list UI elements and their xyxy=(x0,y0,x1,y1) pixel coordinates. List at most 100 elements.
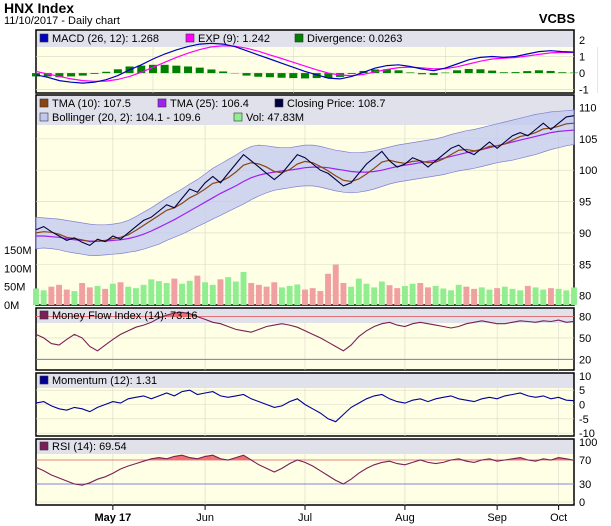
volume-bar xyxy=(163,283,170,305)
macd-legend-swatch xyxy=(294,33,304,43)
momentum-ytick-label: -10 xyxy=(579,428,595,440)
momentum-legend-swatch xyxy=(39,375,49,385)
volume-bar xyxy=(325,273,332,305)
divergence-bar xyxy=(195,67,204,74)
divergence-bar xyxy=(417,73,426,75)
divergence-bar xyxy=(464,68,473,74)
divergence-bar xyxy=(289,73,298,79)
price-ytick-label: 105 xyxy=(579,134,597,146)
volume-bar xyxy=(132,288,139,305)
momentum-ytick-label: -5 xyxy=(579,414,589,426)
volume-bar xyxy=(378,281,385,305)
divergence-bar xyxy=(254,73,263,77)
volume-bar xyxy=(524,285,531,305)
x-axis-label: Sep xyxy=(487,512,507,524)
rsi-overbought-fill xyxy=(182,455,190,460)
volume-bar xyxy=(202,282,209,305)
volume-bar xyxy=(294,284,301,305)
volume-bar xyxy=(563,290,570,305)
volume-bar xyxy=(102,288,109,305)
divergence-bar xyxy=(300,73,310,79)
volume-bar xyxy=(278,287,285,305)
volume-bar xyxy=(371,287,378,305)
divergence-bar xyxy=(113,69,122,74)
volume-bar xyxy=(448,290,454,305)
mfi-ytick-label: 20 xyxy=(579,354,591,366)
volume-bar xyxy=(309,288,316,305)
divergence-bar xyxy=(67,73,76,77)
divergence-bar xyxy=(476,69,485,74)
x-axis-label: Jun xyxy=(196,512,214,524)
price-ytick-label: 95 xyxy=(579,197,591,209)
volume-bar xyxy=(571,287,577,305)
volume-bar xyxy=(386,285,393,305)
volume-bar xyxy=(455,284,462,305)
volume-bar xyxy=(117,282,124,305)
volume-bar xyxy=(532,287,539,305)
volume-bar xyxy=(409,283,416,305)
momentum-legend-text: Momentum (12): 1.31 xyxy=(52,375,157,387)
divergence-bar xyxy=(453,70,462,74)
volume-bar xyxy=(63,289,70,305)
volume-bar xyxy=(555,288,562,305)
volume-bar xyxy=(125,286,132,305)
volume-bar xyxy=(255,284,262,305)
mfi-legend-swatch xyxy=(39,310,49,320)
volume-bar xyxy=(217,279,224,305)
macd-legend-text: Divergence: 0.0263 xyxy=(307,33,402,45)
divergence-bar xyxy=(499,72,508,74)
volume-bar xyxy=(109,283,116,305)
macd-ytick-label: 2 xyxy=(579,35,585,47)
volume-bar xyxy=(56,284,63,305)
divergence-bar xyxy=(558,72,567,74)
volume-bar xyxy=(86,287,93,305)
divergence-bar xyxy=(219,71,228,74)
volume-bar xyxy=(355,278,362,305)
price-legend-text: Vol: 47.83M xyxy=(246,112,304,124)
x-axis-label: Aug xyxy=(395,512,415,524)
rsi-legend-swatch xyxy=(39,441,49,451)
macd-ytick-label: 0 xyxy=(579,68,585,80)
rsi-overbought-fill xyxy=(235,455,244,460)
divergence-bar xyxy=(277,73,286,78)
price-legend-text: Closing Price: 108.7 xyxy=(287,98,385,110)
momentum-line xyxy=(35,389,575,423)
divergence-bar xyxy=(43,73,52,77)
volume-bar xyxy=(440,288,447,305)
volume-bar xyxy=(71,291,78,305)
mfi-line xyxy=(35,311,575,352)
macd-ytick-label: -1 xyxy=(579,85,589,97)
volume-bar xyxy=(40,290,47,305)
price-legend-text: Bollinger (20, 2): 104.1 - 109.6 xyxy=(52,112,201,124)
divergence-bar xyxy=(546,70,555,74)
divergence-bar xyxy=(207,69,216,74)
volume-bar xyxy=(471,288,478,305)
exp-line xyxy=(35,45,575,83)
brand-label: VCBS xyxy=(538,11,575,26)
rsi-ytick-label: 0 xyxy=(579,497,585,509)
volume-bar xyxy=(148,279,155,305)
divergence-bar xyxy=(347,73,356,74)
volume-bar xyxy=(48,286,55,305)
volume-bar xyxy=(509,288,516,305)
volume-bar xyxy=(33,288,39,305)
divergence-bar xyxy=(394,70,403,74)
mfi-ytick-label: 80 xyxy=(579,312,591,324)
closing-price-line xyxy=(35,115,575,247)
momentum-panel-legend-band xyxy=(36,373,574,388)
divergence-bar xyxy=(90,73,99,74)
volume-bar xyxy=(517,290,524,305)
rsi-legend-text: RSI (14): 69.54 xyxy=(52,441,127,453)
macd-line xyxy=(35,42,575,84)
volume-bar xyxy=(94,285,101,305)
divergence-bar xyxy=(242,73,251,76)
volume-bar xyxy=(432,285,439,305)
price-panel-legend-band xyxy=(36,95,574,125)
volume-bar xyxy=(209,284,216,305)
price-ytick-label: 80 xyxy=(579,291,591,303)
macd-panel-frame xyxy=(35,29,575,94)
volume-bar xyxy=(417,283,424,305)
volume-bar xyxy=(156,281,162,305)
divergence-bar xyxy=(511,72,520,74)
